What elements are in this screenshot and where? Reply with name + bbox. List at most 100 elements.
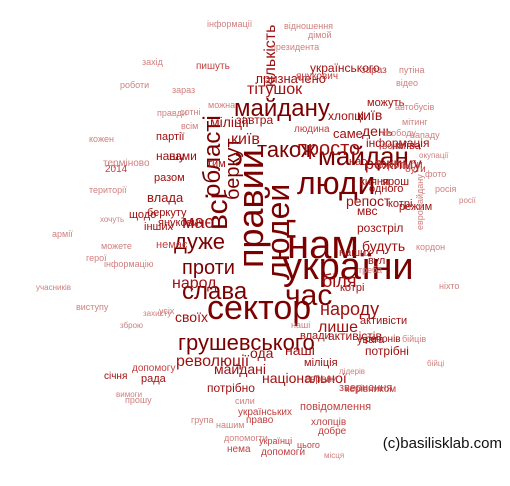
word: хочуть [100, 215, 125, 224]
word: відео [396, 78, 419, 88]
word: армії [52, 229, 73, 239]
word: звернення [339, 382, 393, 394]
word: котрі [340, 282, 365, 294]
word: влади [300, 330, 331, 342]
word: рада [141, 373, 166, 385]
word: київ [357, 107, 383, 123]
word: янукович [158, 217, 205, 229]
word: відношення [284, 21, 334, 31]
word: сектор [207, 289, 312, 327]
word: беркуту [147, 207, 187, 219]
word: евромайдану [415, 174, 425, 230]
word: правди [157, 108, 187, 118]
word: бути [405, 164, 426, 175]
word: день [362, 123, 393, 139]
word: київа [395, 140, 421, 152]
word: фото [425, 169, 447, 179]
word: росія [435, 184, 457, 194]
word: люди [297, 165, 376, 201]
word: національної [262, 370, 347, 386]
word: завтра [236, 113, 274, 127]
word: терміново [103, 158, 150, 169]
word: наші [285, 342, 315, 358]
word: бійців [402, 334, 427, 344]
word: путіна [399, 65, 425, 75]
word: автобусів [395, 102, 435, 112]
word: народ [172, 275, 217, 292]
word: вул [368, 255, 386, 267]
word: вони [382, 141, 404, 152]
word: репост [346, 193, 391, 209]
word: всім [181, 121, 199, 131]
word: президента [271, 42, 320, 52]
word: революції [176, 353, 250, 370]
word: ода [250, 345, 274, 361]
word: зараз [361, 65, 387, 76]
word: тим [207, 158, 226, 170]
word: котрі [388, 198, 413, 210]
word: увага [357, 334, 385, 346]
word: захисту [143, 309, 172, 318]
word: ніхто [439, 281, 460, 291]
word: свободу [382, 128, 416, 138]
word: народу [320, 299, 380, 319]
word: окупації [419, 151, 449, 160]
word: росії [459, 196, 476, 205]
word: має [182, 212, 214, 232]
word: також [257, 137, 316, 162]
word: лідерів [339, 367, 366, 376]
word: активістів [328, 329, 382, 343]
word: слава [182, 278, 248, 305]
word: грушевського [178, 330, 315, 355]
word: нам [287, 223, 359, 267]
word: ярош [382, 176, 410, 188]
word: київ [231, 131, 260, 148]
word: наші [291, 320, 311, 330]
word: активісти [360, 315, 408, 327]
word: будуть [362, 238, 406, 254]
word: немає [156, 239, 188, 251]
word: хлопців [311, 417, 347, 428]
word: дуже [174, 229, 226, 254]
word: потрібні [365, 344, 409, 358]
word: нема [227, 444, 251, 455]
word: мвс [357, 204, 378, 218]
word: тітушок [247, 81, 303, 98]
word: наших [339, 247, 372, 259]
word: режиму [365, 156, 422, 173]
word: січня [104, 371, 128, 382]
word: треба [358, 265, 382, 275]
word: режим [399, 201, 433, 213]
word: міліції [210, 114, 250, 130]
word: цього [297, 440, 320, 450]
word: разом [154, 172, 185, 184]
word: просто [297, 138, 361, 160]
word: 2014 [105, 164, 128, 175]
word: інформація [366, 136, 430, 150]
word: дімой [308, 30, 332, 40]
word: майдані [214, 361, 267, 377]
word: можна [208, 100, 236, 110]
word: прошу [125, 395, 152, 405]
word: зараз [172, 85, 196, 95]
word: бійці [427, 359, 445, 368]
word: своїх [175, 309, 208, 325]
word: нашим [216, 420, 245, 430]
word: група [191, 415, 214, 425]
word: вами [169, 149, 197, 163]
word: керівником [345, 384, 397, 395]
word: місця [324, 451, 345, 460]
word: зброю [120, 321, 144, 330]
word: потрібно [207, 381, 255, 395]
word: влада [147, 190, 184, 205]
word: лише [318, 319, 359, 336]
word: кордон [416, 242, 446, 252]
word: регіонів [365, 334, 401, 345]
word: допомогти [224, 433, 268, 443]
word: майдану [234, 95, 330, 122]
word: європи [305, 374, 338, 385]
word: право [246, 415, 274, 426]
word: боротьби [375, 159, 423, 171]
word: саме [333, 126, 363, 141]
